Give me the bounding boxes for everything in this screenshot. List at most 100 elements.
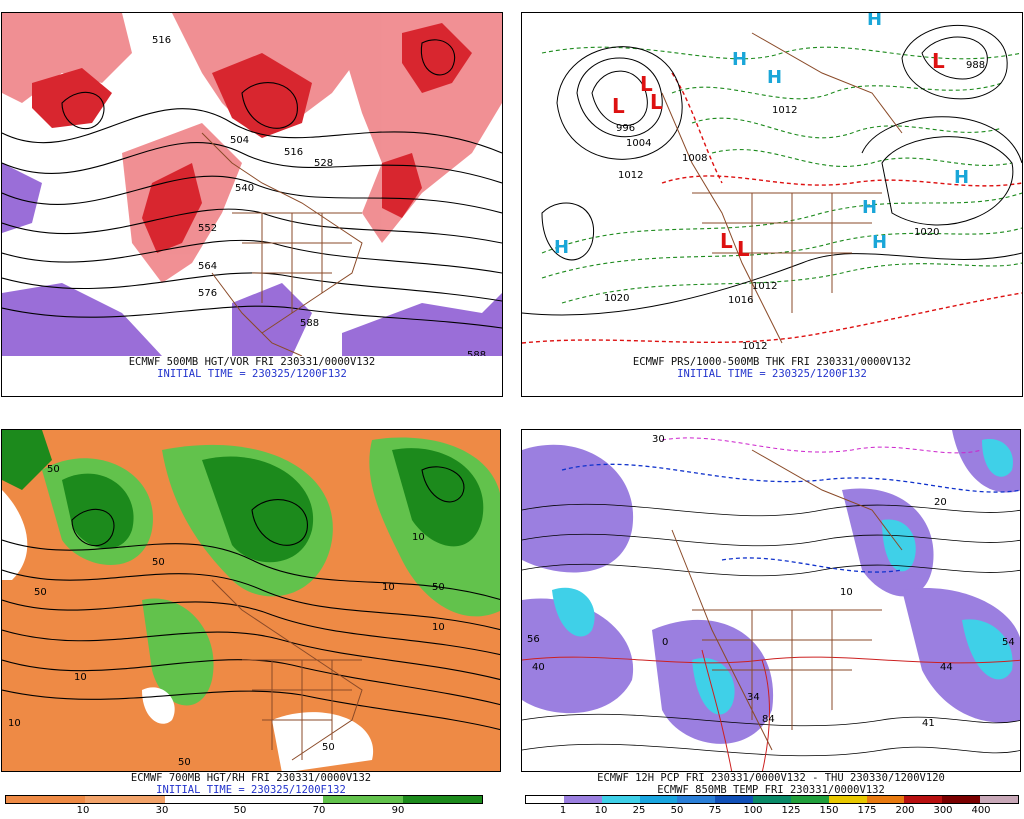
panel-500mb-height-vorticity: 516 504 516 528 540 552 564 576 588 588 … [1, 12, 503, 397]
legend-swatch [601, 796, 640, 803]
precip-legend-label: 400 [971, 805, 991, 816]
vorticity-negative-shading [2, 163, 502, 356]
precip-legend-bar [525, 795, 1019, 804]
caption-line-1: ECMWF 12H PCP FRI 230331/0000V132 - THU … [597, 772, 945, 784]
isobar-label: 988 [966, 60, 985, 71]
rh-legend-label: 90 [391, 805, 405, 816]
isobar-label: 1012 [618, 170, 643, 181]
temp-label: 0 [662, 637, 668, 648]
legend-swatch [563, 796, 602, 803]
low-marker: L [612, 94, 625, 118]
legend-swatch [942, 796, 981, 803]
precip-legend-label: 1 [559, 805, 567, 816]
legend-swatch [639, 796, 678, 803]
legend-swatch [904, 796, 943, 803]
isobar-label: 1012 [752, 281, 777, 292]
legend-swatch [164, 796, 244, 803]
legend-swatch [866, 796, 905, 803]
contour-label: 588 [467, 350, 486, 356]
legend-swatch [402, 796, 482, 803]
precip-legend-label: 125 [781, 805, 801, 816]
precip-legend-label: 50 [670, 805, 684, 816]
legend-swatch [526, 796, 564, 803]
isobar-label: 1008 [682, 153, 707, 164]
high-marker: H [867, 13, 882, 30]
isobar-label: 1016 [728, 295, 753, 306]
high-marker: H [862, 197, 877, 218]
precip-legend-label: 75 [708, 805, 722, 816]
map-pressure: H H H H H H H L L L L L L 996 1004 1012 … [522, 13, 1022, 356]
rh-color-legend: 10 30 50 70 90 [5, 795, 483, 819]
legend-swatch [790, 796, 829, 803]
precip-legend-label: 150 [819, 805, 839, 816]
freezing-line [561, 463, 1020, 573]
rh-legend-label: 10 [76, 805, 90, 816]
contour-label: 516 [152, 35, 171, 46]
thickness-contours-green [541, 46, 1022, 304]
legend-swatch [753, 796, 791, 803]
rh-label: 50 [432, 582, 445, 593]
caption-line-1: ECMWF 700MB HGT/RH FRI 230331/0000V132 [130, 772, 372, 784]
map-500mb: 516 504 516 528 540 552 564 576 588 588 [2, 13, 502, 356]
low-pressure-markers: L L L L L L [612, 49, 945, 261]
contour-label: 516 [284, 147, 303, 158]
temp-label: 20 [934, 497, 947, 508]
caption-line-1: ECMWF PRS/1000-500MB THK FRI 230331/0000… [632, 356, 912, 368]
contour-label: 576 [198, 288, 217, 299]
precip-legend-label: 100 [743, 805, 763, 816]
high-marker: H [732, 49, 747, 70]
rh-label: 10 [432, 622, 445, 633]
temp-label: 41 [922, 718, 935, 729]
isobar-label: 996 [616, 123, 635, 134]
caption-line-1: ECMWF 500MB HGT/VOR FRI 230331/0000V132 [128, 356, 376, 368]
temp-label: 54 [1002, 637, 1015, 648]
rh-label: 10 [8, 718, 21, 729]
map-700mb: 50 10 50 10 50 10 50 10 50 50 10 [1, 429, 501, 772]
legend-swatch [85, 796, 165, 803]
temp-label: 30 [652, 434, 665, 445]
vorticity-strong-shading [32, 23, 472, 253]
contour-label: 552 [198, 223, 217, 234]
panel-pressure-thickness: H H H H H H H L L L L L L 996 1004 1012 … [521, 12, 1023, 397]
high-marker: H [954, 167, 969, 188]
legend-swatch [6, 796, 86, 803]
caption-initial-time: INITIAL TIME = 230325/1200F132 [156, 784, 346, 796]
legend-swatch [677, 796, 716, 803]
high-pressure-markers: H H H H H H H [554, 13, 969, 258]
contour-label: 588 [300, 318, 319, 329]
isobars [522, 24, 1022, 316]
rh-label: 50 [34, 587, 47, 598]
legend-swatch [980, 796, 1018, 803]
high-marker: H [872, 232, 887, 253]
contour-label: 528 [314, 158, 333, 169]
precip-legend-label: 300 [933, 805, 953, 816]
temp-label: 84 [762, 714, 775, 725]
low-marker: L [720, 229, 733, 253]
high-marker: H [554, 237, 569, 258]
low-marker: L [737, 237, 750, 261]
legend-swatch [243, 796, 324, 803]
high-marker: H [767, 67, 782, 88]
thickness-contours-red [522, 72, 1022, 344]
temp-label: 34 [747, 692, 760, 703]
panel-precip-850mb-temp: 56 44 34 54 84 41 0 10 20 30 40 ECMWF 12… [521, 429, 1023, 819]
low-marker: L [650, 90, 663, 114]
political-boundaries [671, 449, 903, 751]
caption-initial-time: INITIAL TIME = 230325/1200F132 [677, 368, 867, 380]
isobar-labels: 996 1004 1012 1020 1008 1012 1020 1012 1… [604, 60, 985, 352]
rh-label: 50 [152, 557, 165, 568]
temp-label: 40 [532, 662, 545, 673]
precip-legend-label: 175 [857, 805, 877, 816]
contour-label: 564 [198, 261, 217, 272]
isobar-label: 1020 [914, 227, 939, 238]
contour-label: 540 [235, 183, 254, 194]
rh-label: 50 [47, 464, 60, 475]
precip-legend-label: 200 [895, 805, 915, 816]
political-boundaries [201, 132, 363, 356]
low-marker: L [640, 72, 653, 96]
isobar-label: 1012 [772, 105, 797, 116]
legend-swatch [828, 796, 867, 803]
temperature-labels: 56 44 34 54 84 41 0 10 20 30 40 [527, 434, 1015, 729]
rh-legend-label: 30 [155, 805, 169, 816]
legend-swatch [323, 796, 403, 803]
